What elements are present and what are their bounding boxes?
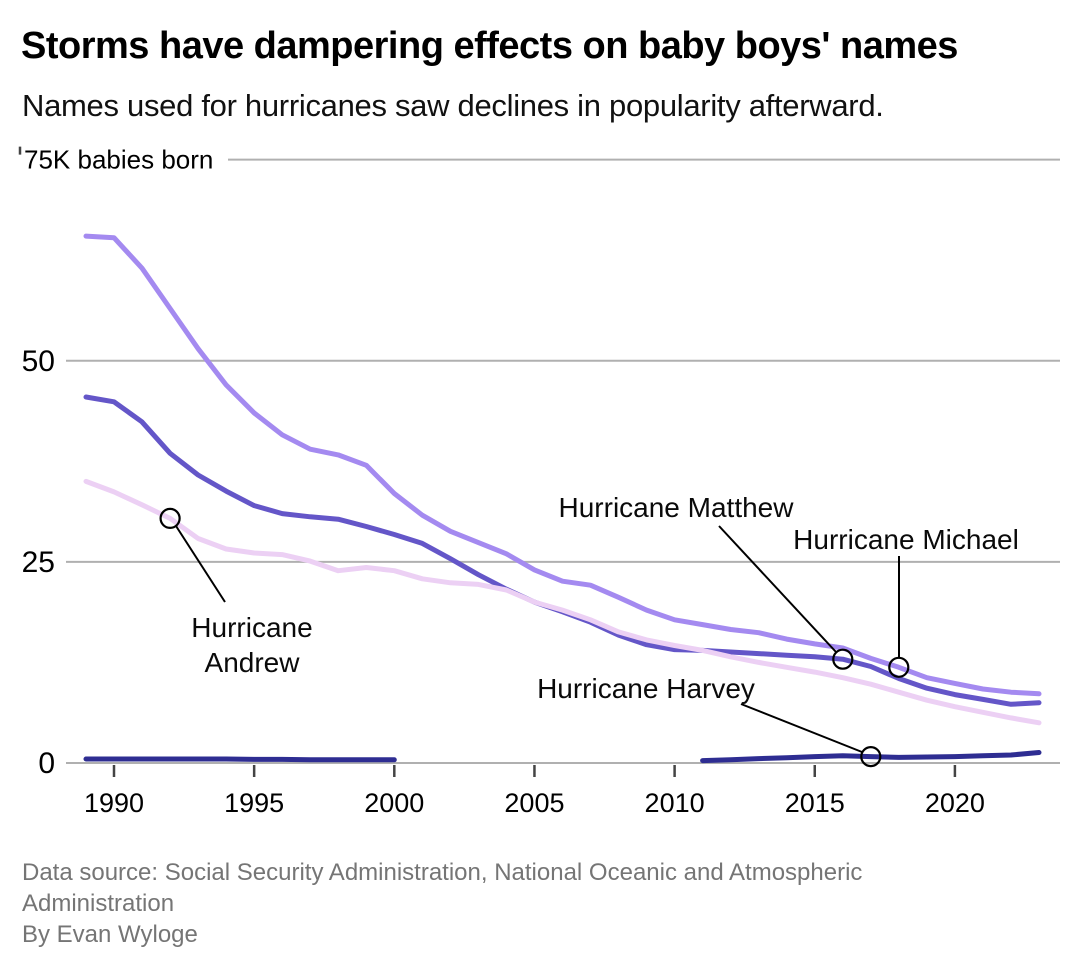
annotation-michael: Hurricane Michael [793, 524, 1019, 678]
y-tick-label-50: 50 [22, 345, 55, 378]
series-layer [83, 233, 1042, 764]
x-tick-label-2020: 2020 [925, 788, 985, 818]
y-tick-label-0: 0 [38, 747, 55, 780]
annotation-label-harvey: Hurricane Harvey [537, 673, 755, 704]
x-tick-label-2015: 2015 [785, 788, 845, 818]
annotation-matthew: Hurricane Matthew [559, 492, 854, 670]
marker-circle-michael [888, 656, 910, 678]
x-tick-label-1995: 1995 [224, 788, 284, 818]
annotation-pointer-harvey [740, 703, 863, 753]
y-axis-unit-label: 75K babies born [24, 145, 213, 175]
x-tick-label-2000: 2000 [364, 788, 424, 818]
annotation-label-andrew: Andrew [205, 647, 301, 678]
grid-layer: 0 25 50 75K babies born 1990 1995 2000 2005 2010… [18, 145, 1060, 818]
marker-circle-harvey [860, 745, 882, 768]
annotation-pointer-andrew [175, 525, 226, 603]
marker-circle-matthew [832, 648, 854, 670]
annotation-label-andrew: Hurricane [191, 612, 312, 643]
chart-title: Storms have dampering effects on baby bo… [21, 25, 958, 67]
line-michael [83, 233, 1042, 697]
chart-subtitle: Names used for hurricanes saw declines i… [22, 88, 884, 123]
byline: By Evan Wyloge [22, 921, 198, 948]
line-andrew [83, 478, 1042, 726]
annotation-andrew: Hurricane Andrew [159, 507, 313, 678]
data-source-note: Data source: Social Security Administrat… [22, 859, 863, 917]
annotation-label-matthew: Hurricane Matthew [559, 492, 795, 523]
annotation-harvey: Hurricane Harvey [537, 673, 882, 768]
line-harvey [83, 750, 1042, 764]
x-tick-label-2010: 2010 [645, 788, 705, 818]
y-tick-label-25: 25 [22, 546, 55, 579]
annotation-pointer-matthew [718, 525, 837, 653]
annotation-label-michael: Hurricane Michael [793, 524, 1019, 555]
marker-circle-andrew [159, 507, 181, 530]
x-tick-label-2005: 2005 [504, 788, 564, 818]
x-tick-label-1990: 1990 [84, 788, 144, 818]
